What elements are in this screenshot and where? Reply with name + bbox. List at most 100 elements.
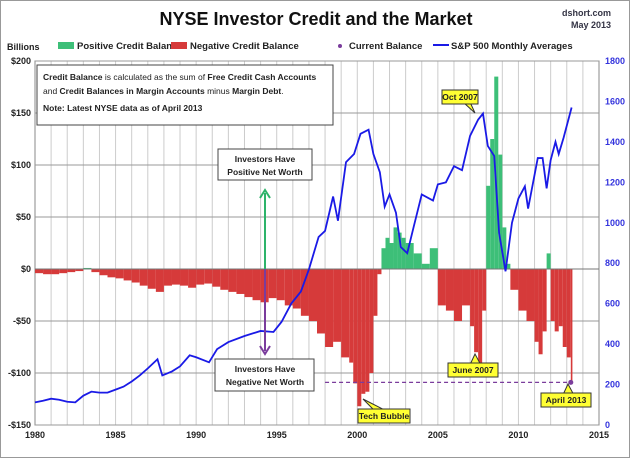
bar-positive — [381, 248, 386, 269]
bar-negative — [341, 269, 350, 358]
bar-negative — [333, 269, 342, 342]
x-tick: 2000 — [347, 430, 367, 440]
callout-tech-bubble-box — [357, 408, 411, 424]
y-tick-left: -$100 — [8, 368, 31, 378]
bar-negative — [445, 269, 454, 311]
bar-positive — [83, 267, 92, 269]
bar-negative — [558, 269, 563, 327]
y-tick-right: 800 — [605, 258, 620, 268]
bar-negative — [244, 269, 253, 298]
bar-negative — [276, 269, 285, 301]
bar-negative — [550, 269, 555, 321]
bar-negative — [349, 269, 354, 363]
bar-negative — [204, 269, 213, 284]
bar-negative — [196, 269, 205, 285]
source-label: dshort.com — [562, 8, 611, 18]
callout-oct-2007-box — [441, 89, 479, 105]
x-tick: 1990 — [186, 430, 206, 440]
negative-box-line-1: Investors Have — [235, 364, 296, 374]
callout-tech-bubble-label: Tech Bubble — [359, 411, 410, 421]
y-tick-right: 200 — [605, 380, 620, 390]
x-tick: 1980 — [25, 430, 45, 440]
legend-marker-current — [338, 44, 342, 48]
negative-box-line-2: Negative Net Worth — [226, 377, 304, 387]
bar-negative — [474, 269, 479, 353]
bar-negative — [462, 269, 471, 306]
bar-positive — [393, 227, 398, 269]
bar-negative — [171, 269, 181, 285]
x-tick: 2005 — [428, 430, 448, 440]
bar-negative — [369, 269, 374, 373]
bar-negative — [562, 269, 567, 347]
bar-positive — [385, 237, 390, 269]
bar-negative — [139, 269, 148, 286]
bar-negative — [361, 269, 366, 394]
bar-negative — [538, 269, 543, 355]
callout-april-2013-box — [540, 392, 592, 408]
bar-negative — [526, 269, 535, 321]
bar-negative — [212, 269, 221, 287]
y-tick-right: 1200 — [605, 177, 625, 187]
callout-april-2013-label: April 2013 — [546, 395, 587, 405]
y-tick-right: 1600 — [605, 96, 625, 106]
bar-negative — [570, 269, 573, 383]
callout-oct-2007-label: Oct 2007 — [442, 92, 478, 102]
y-tick-right: 400 — [605, 339, 620, 349]
bar-negative — [566, 269, 571, 358]
bar-negative — [51, 269, 60, 275]
bar-negative — [437, 269, 446, 306]
bar-negative — [365, 269, 370, 392]
legend-swatch-negative — [171, 42, 187, 49]
bar-negative — [236, 269, 245, 294]
y-tick-left: $0 — [21, 264, 31, 274]
legend-label-sp500: S&P 500 Monthly Averages — [451, 41, 573, 52]
bar-negative — [107, 269, 116, 278]
y-tick-left: $100 — [11, 160, 31, 170]
note-line-3: Note: Latest NYSE data as of April 2013 — [43, 103, 203, 113]
bar-positive — [546, 253, 551, 269]
bar-negative — [155, 269, 164, 292]
sp500-line — [34, 107, 573, 404]
bar-negative — [308, 269, 317, 321]
bar-positive — [494, 76, 499, 269]
bar-negative — [482, 269, 487, 311]
bar-negative — [115, 269, 124, 279]
bar-positive — [490, 139, 495, 269]
bar-negative — [163, 269, 172, 286]
x-tick: 1985 — [106, 430, 126, 440]
bar-negative — [147, 269, 156, 289]
y-tick-left: $50 — [16, 212, 31, 222]
bar-positive — [397, 232, 402, 269]
y-tick-left: -$150 — [8, 420, 31, 430]
legend-label-current: Current Balance — [349, 41, 422, 52]
bar-negative — [478, 269, 483, 376]
bar-negative — [542, 269, 547, 332]
y-tick-right: 0 — [605, 420, 610, 430]
legend-swatch-positive — [58, 42, 74, 49]
date-label: May 2013 — [571, 20, 611, 30]
positive-arrow-head — [259, 188, 271, 199]
legend-label-positive: Positive Credit Balance — [77, 41, 183, 52]
y-tick-left: -$50 — [13, 316, 31, 326]
y-tick-right: 1800 — [605, 56, 625, 66]
bar-positive — [486, 185, 491, 269]
positive-box-line-1: Investors Have — [235, 154, 296, 164]
bar-negative — [43, 269, 52, 275]
bar-negative — [268, 269, 277, 299]
bar-positive — [389, 243, 394, 269]
bar-negative — [518, 269, 527, 311]
bar-negative — [510, 269, 519, 290]
bar-positive — [502, 227, 507, 269]
chart-title: NYSE Investor Credit and the Market — [159, 9, 472, 29]
y-tick-right: 600 — [605, 299, 620, 309]
bar-negative — [35, 269, 44, 274]
bar-negative — [220, 269, 229, 290]
note-line-1: Credit Balance is calculated as the sum … — [43, 72, 316, 82]
bar-negative — [123, 269, 132, 281]
bar-negative — [357, 269, 362, 407]
bar-negative — [554, 269, 559, 332]
bar-negative — [284, 269, 293, 306]
negative-arrow-head — [259, 345, 271, 356]
positive-box-line-2: Positive Net Worth — [227, 167, 302, 177]
